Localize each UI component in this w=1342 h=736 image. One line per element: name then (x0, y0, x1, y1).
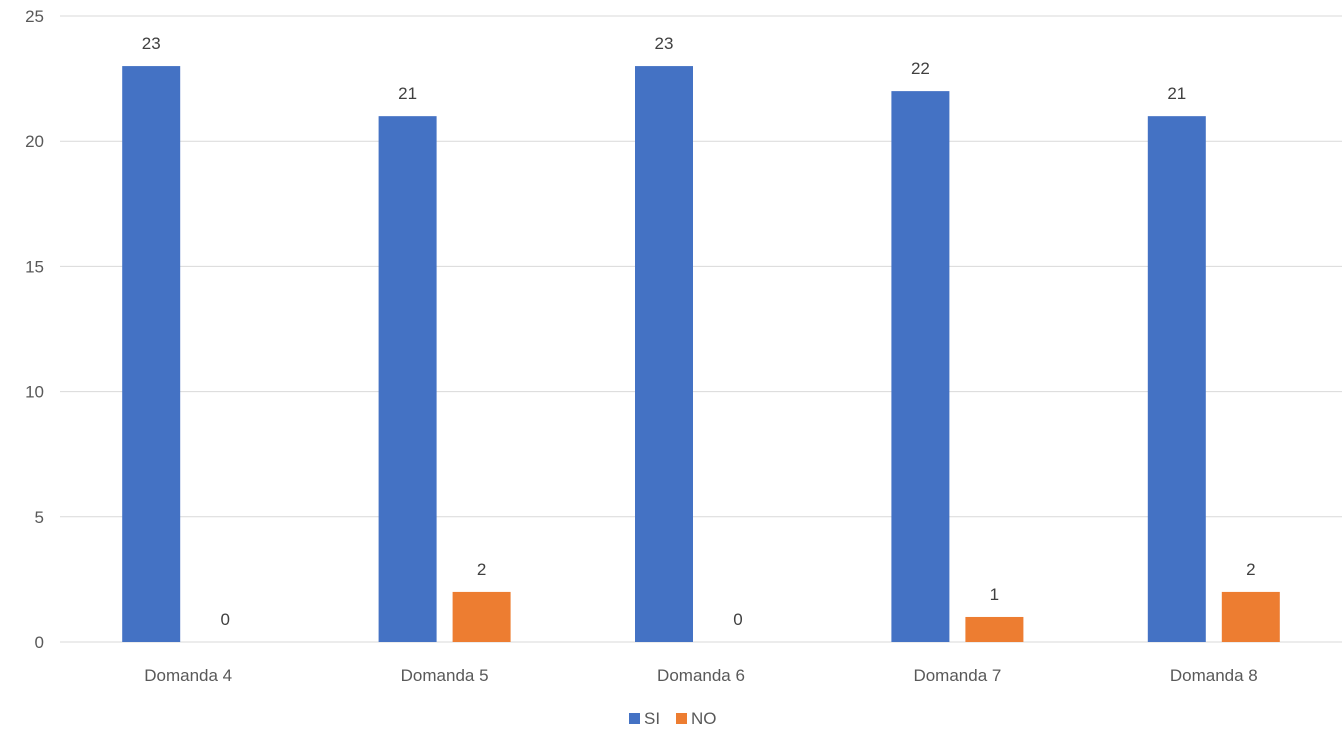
bar-si-2 (378, 116, 437, 642)
y-tick-label: 0 (35, 633, 44, 652)
data-label: 23 (655, 34, 674, 53)
data-label: 21 (1167, 84, 1186, 103)
x-category-label: Domanda 6 (657, 666, 745, 685)
data-label: 23 (142, 34, 161, 53)
y-tick-label: 10 (25, 383, 44, 402)
x-category-label: Domanda 4 (144, 666, 232, 685)
data-label: 2 (1246, 560, 1255, 579)
data-labels: 23 0 21 2 23 0 22 1 21 2 (142, 34, 1256, 629)
bar-no-2 (452, 591, 511, 642)
data-label: 2 (477, 560, 486, 579)
legend: SI NO (629, 709, 717, 728)
legend-swatch-no (676, 713, 687, 724)
data-label: 22 (911, 59, 930, 78)
x-category-label: Domanda 5 (401, 666, 489, 685)
y-axis-ticks: 0 5 10 15 20 25 (25, 7, 44, 652)
bar-no-5 (1221, 591, 1280, 642)
y-tick-label: 25 (25, 7, 44, 26)
data-label: 1 (990, 585, 999, 604)
y-tick-label: 20 (25, 132, 44, 151)
gridlines (60, 15, 1342, 643)
x-category-label: Domanda 7 (913, 666, 1001, 685)
bar-si-1 (122, 66, 181, 642)
bar-si-4 (891, 91, 950, 643)
y-tick-label: 15 (25, 257, 44, 276)
bars (122, 66, 1280, 643)
y-tick-label: 5 (35, 508, 44, 527)
data-label: 0 (220, 610, 229, 629)
x-category-label: Domanda 8 (1170, 666, 1258, 685)
legend-label-no: NO (691, 709, 717, 728)
data-label: 21 (398, 84, 417, 103)
legend-label-si: SI (644, 709, 660, 728)
legend-swatch-si (629, 713, 640, 724)
bar-si-3 (635, 66, 693, 642)
bar-si-5 (1147, 116, 1206, 642)
bar-no-4 (965, 616, 1024, 642)
data-label: 0 (733, 610, 742, 629)
x-axis-labels: Domanda 4 Domanda 5 Domanda 6 Domanda 7 Doma… (144, 666, 1257, 685)
